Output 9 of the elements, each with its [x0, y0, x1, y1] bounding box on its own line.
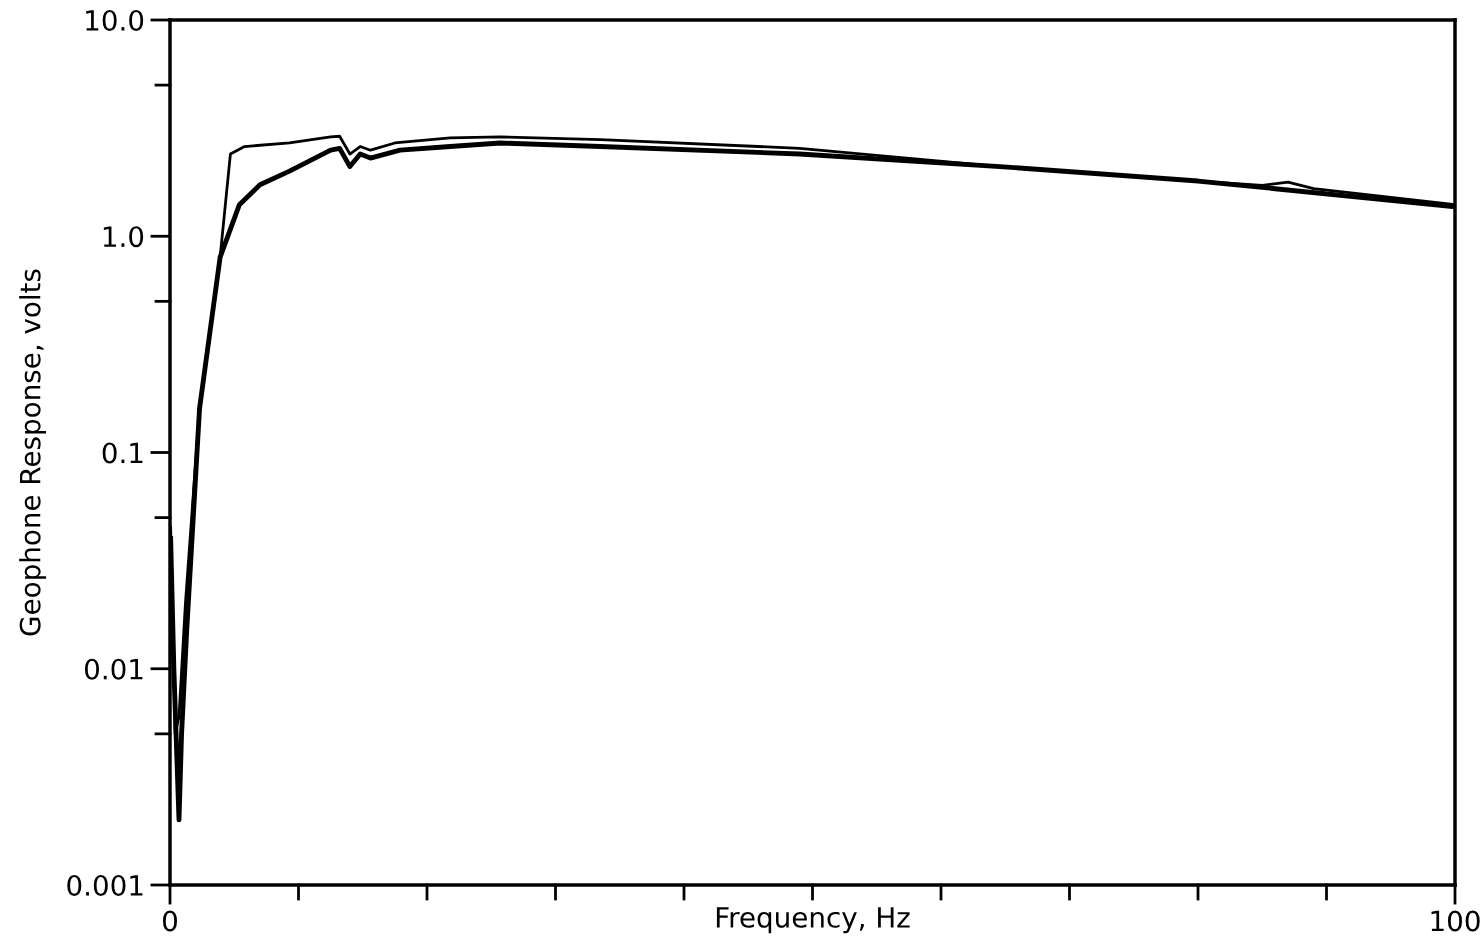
- y-tick-label: 0.1: [102, 442, 143, 464]
- x-tick-label: 0: [162, 910, 177, 932]
- y-tick-label: 0.01: [84, 658, 143, 680]
- y-tick-label: 1.0: [103, 226, 144, 248]
- y-axis-title: Geophone Response, volts: [19, 269, 47, 636]
- y-tick-label: 10.0: [86, 9, 144, 31]
- y-tick-label: 0.001: [67, 874, 143, 896]
- x-axis-title: Frequency, Hz: [716, 907, 910, 934]
- x-tick-label: 100: [1431, 910, 1480, 932]
